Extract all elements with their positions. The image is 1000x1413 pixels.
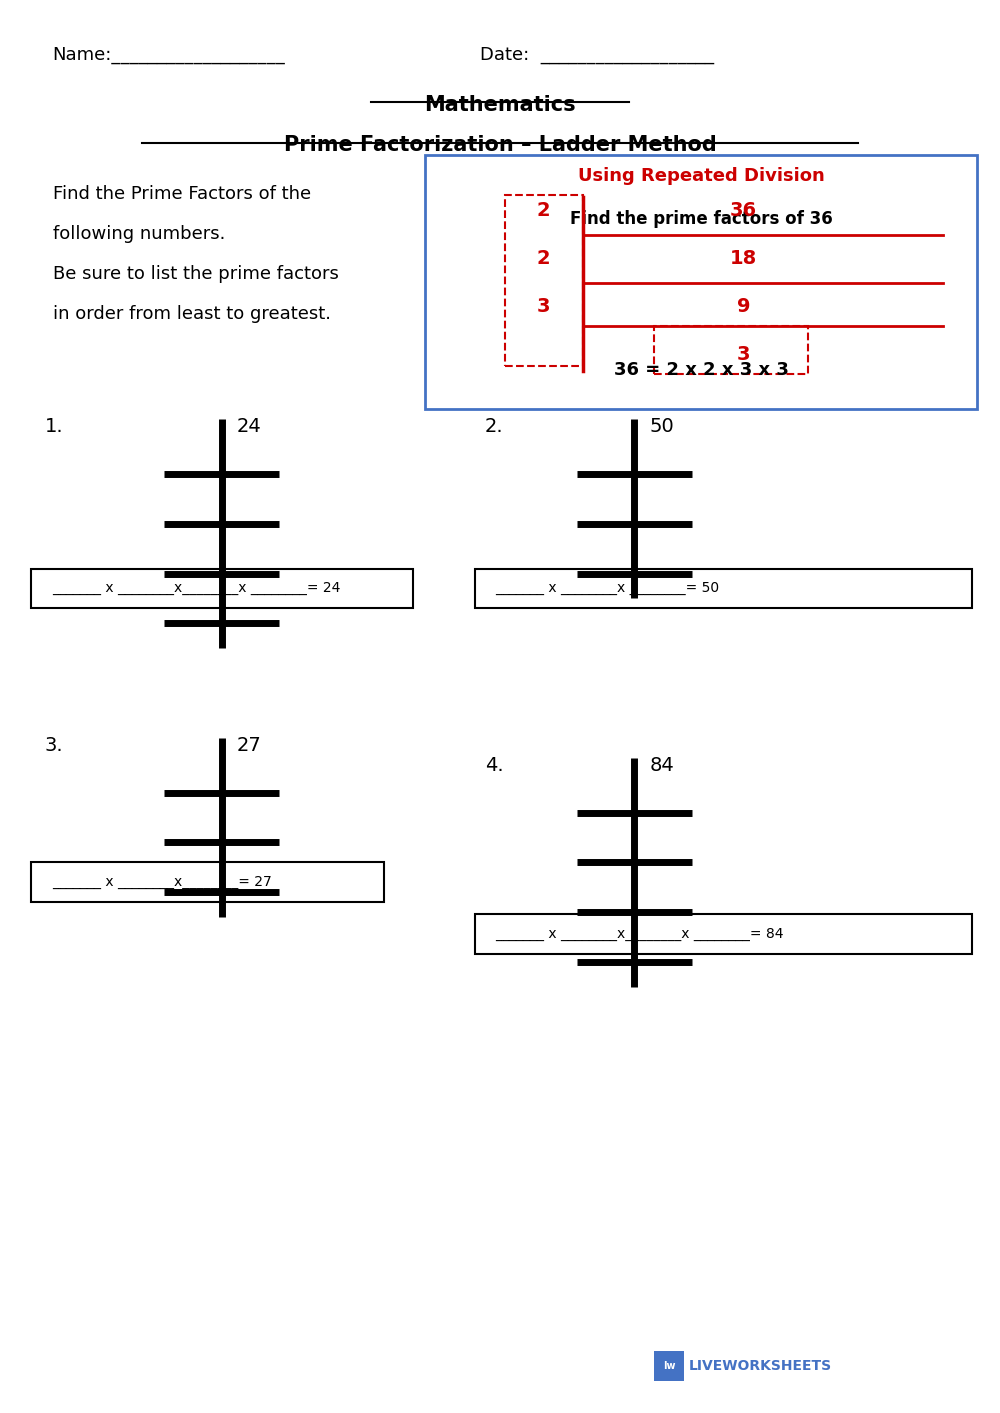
Text: 18: 18 — [730, 249, 757, 268]
Text: 84: 84 — [649, 756, 674, 774]
FancyBboxPatch shape — [505, 195, 583, 366]
Text: 50: 50 — [649, 417, 674, 437]
FancyBboxPatch shape — [31, 862, 384, 903]
Text: 2: 2 — [537, 249, 551, 268]
Text: _______ x ________x________x ________= 24: _______ x ________x________x ________= 2… — [53, 582, 341, 595]
Text: Find the Prime Factors of the: Find the Prime Factors of the — [53, 185, 311, 203]
Text: Mathematics: Mathematics — [424, 96, 576, 116]
Text: Name:___________________: Name:___________________ — [53, 45, 285, 64]
FancyBboxPatch shape — [475, 568, 972, 609]
Text: 36: 36 — [730, 202, 757, 220]
Text: LIVEWORKSHEETS: LIVEWORKSHEETS — [689, 1359, 832, 1373]
Text: following numbers.: following numbers. — [53, 225, 225, 243]
Text: Date:  ___________________: Date: ___________________ — [480, 45, 714, 64]
Text: 27: 27 — [236, 736, 261, 755]
Text: Find the prime factors of 36: Find the prime factors of 36 — [570, 211, 833, 227]
FancyBboxPatch shape — [654, 326, 808, 374]
Text: Prime Factorization – Ladder Method: Prime Factorization – Ladder Method — [284, 136, 716, 155]
Text: 2.: 2. — [485, 417, 504, 437]
FancyBboxPatch shape — [31, 568, 413, 609]
Text: Using Repeated Division: Using Repeated Division — [578, 167, 825, 185]
Text: Be sure to list the prime factors: Be sure to list the prime factors — [53, 264, 338, 283]
FancyBboxPatch shape — [425, 155, 977, 410]
Text: 36 = 2 x 2 x 3 x 3: 36 = 2 x 2 x 3 x 3 — [614, 362, 789, 379]
Text: _______ x ________x________= 27: _______ x ________x________= 27 — [53, 875, 272, 889]
Text: 3: 3 — [537, 297, 551, 317]
Text: in order from least to greatest.: in order from least to greatest. — [53, 305, 330, 322]
Text: 3: 3 — [737, 345, 750, 365]
Text: 4.: 4. — [485, 756, 504, 774]
Text: 24: 24 — [236, 417, 261, 437]
FancyBboxPatch shape — [475, 914, 972, 954]
Text: _______ x ________x________x ________= 84: _______ x ________x________x ________= 8… — [495, 927, 784, 941]
Text: _______ x ________x ________= 50: _______ x ________x ________= 50 — [495, 582, 719, 595]
Text: 9: 9 — [737, 297, 750, 317]
Text: 3.: 3. — [45, 736, 63, 755]
Text: 1.: 1. — [45, 417, 63, 437]
FancyBboxPatch shape — [654, 1351, 684, 1382]
Text: lw: lw — [663, 1361, 675, 1372]
Text: 2: 2 — [537, 202, 551, 220]
